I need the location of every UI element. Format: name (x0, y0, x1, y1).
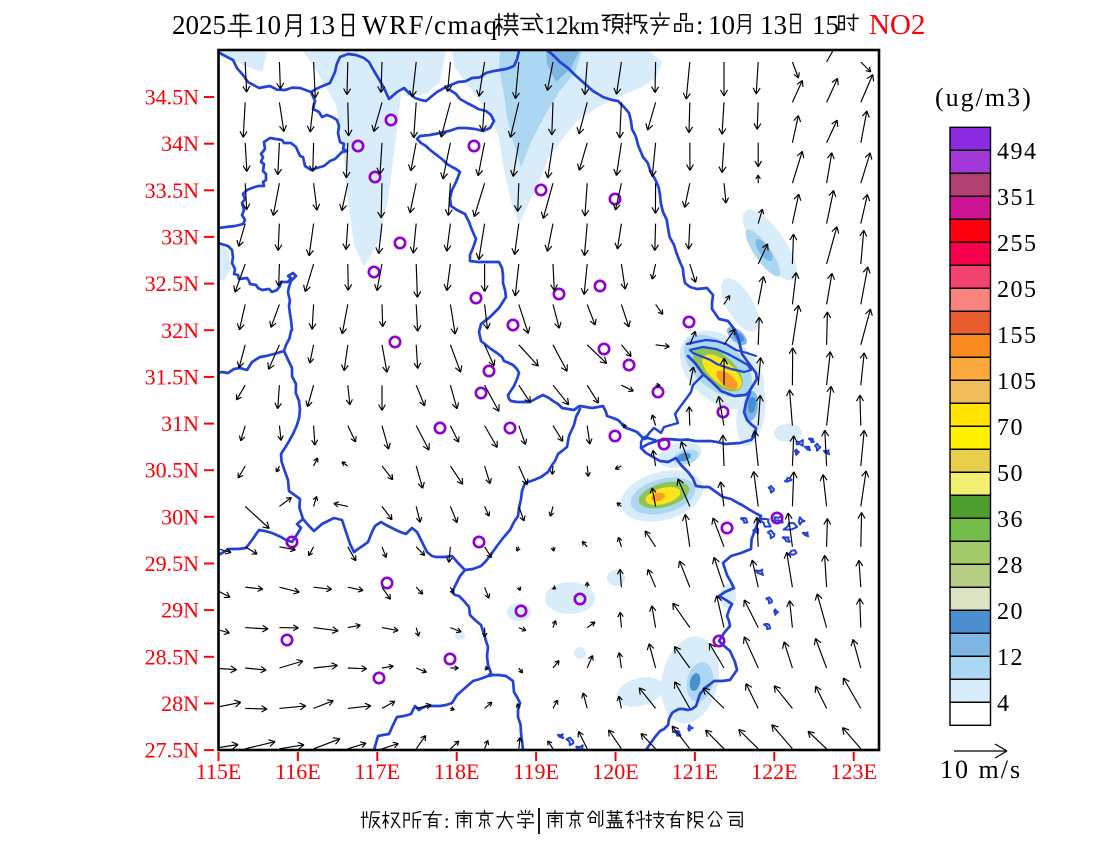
svg-text::: : (696, 10, 704, 40)
svg-text:29.5N: 29.5N (145, 551, 200, 576)
svg-text:120E: 120E (592, 759, 638, 784)
svg-text:494: 494 (997, 139, 1038, 165)
svg-text:29N: 29N (161, 598, 199, 623)
svg-text:118E: 118E (434, 759, 480, 784)
svg-text:13: 13 (308, 10, 335, 40)
svg-text:121E: 121E (672, 759, 718, 784)
svg-text:(ug/m3): (ug/m3) (935, 83, 1033, 112)
svg-text:33N: 33N (161, 224, 199, 249)
svg-text:105: 105 (997, 369, 1038, 395)
svg-text:115E: 115E (196, 759, 242, 784)
svg-text:10: 10 (254, 10, 281, 40)
svg-text:255: 255 (997, 231, 1038, 257)
svg-text:12: 12 (997, 645, 1024, 671)
svg-text:122E: 122E (751, 759, 797, 784)
svg-text:13: 13 (760, 10, 787, 40)
svg-text:70: 70 (997, 415, 1024, 441)
svg-text:NO2: NO2 (869, 9, 925, 41)
svg-text:10 m/s: 10 m/s (940, 755, 1022, 784)
svg-text:34N: 34N (161, 131, 199, 156)
svg-text:33.5N: 33.5N (145, 178, 200, 203)
svg-text:28.5N: 28.5N (145, 644, 200, 669)
svg-text:34.5N: 34.5N (145, 85, 200, 110)
svg-text:30.5N: 30.5N (145, 458, 200, 483)
svg-text:123E: 123E (830, 759, 876, 784)
svg-text:36: 36 (997, 507, 1024, 533)
svg-text:32N: 32N (161, 318, 199, 343)
svg-text:27.5N: 27.5N (145, 738, 200, 763)
svg-text::: : (444, 811, 450, 833)
svg-text:351: 351 (997, 185, 1038, 211)
svg-text:155: 155 (997, 323, 1038, 349)
svg-text:10: 10 (708, 10, 735, 40)
svg-text:15: 15 (812, 10, 839, 40)
svg-text:32.5N: 32.5N (145, 271, 200, 296)
svg-text:117E: 117E (354, 759, 400, 784)
svg-text:205: 205 (997, 277, 1038, 303)
svg-text:31.5N: 31.5N (145, 364, 200, 389)
svg-text:20: 20 (997, 599, 1024, 625)
svg-text:12km: 12km (544, 13, 600, 40)
svg-text:50: 50 (997, 461, 1024, 487)
svg-text:2025: 2025 (172, 10, 226, 40)
svg-text:119E: 119E (513, 759, 559, 784)
svg-text:30N: 30N (161, 504, 199, 529)
svg-text:28N: 28N (161, 691, 199, 716)
svg-text:WRF/cmaq: WRF/cmaq (362, 10, 498, 40)
svg-text:28: 28 (997, 553, 1024, 579)
svg-text:116E: 116E (275, 759, 321, 784)
svg-text:4: 4 (997, 691, 1011, 717)
svg-text:31N: 31N (161, 411, 199, 436)
